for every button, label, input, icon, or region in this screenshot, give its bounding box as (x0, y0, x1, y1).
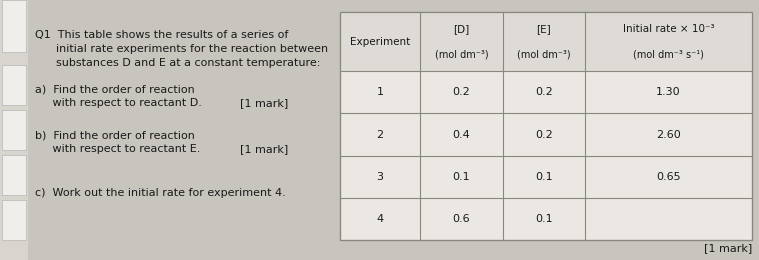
Bar (340, 12, 752, 71)
Text: b)  Find the order of reaction: b) Find the order of reaction (35, 130, 195, 140)
Text: 0.1: 0.1 (535, 214, 553, 224)
Text: 2: 2 (376, 129, 384, 140)
Text: (mol dm⁻³ s⁻¹): (mol dm⁻³ s⁻¹) (633, 50, 704, 60)
Text: [E]: [E] (537, 24, 551, 34)
Text: 0.1: 0.1 (535, 172, 553, 182)
Text: 1.30: 1.30 (657, 87, 681, 98)
Bar (0, 0, 28, 260)
Bar (340, 12, 752, 240)
Bar (2, 0, 26, 52)
Text: [D]: [D] (453, 24, 470, 34)
Text: Experiment: Experiment (350, 37, 411, 47)
Text: 0.1: 0.1 (452, 172, 471, 182)
Text: a)  Find the order of reaction: a) Find the order of reaction (35, 84, 195, 94)
Text: [1 mark]: [1 mark] (240, 144, 288, 154)
Bar (340, 12, 752, 240)
Text: 0.4: 0.4 (452, 129, 471, 140)
Text: 3: 3 (376, 172, 383, 182)
Text: (mol dm⁻³): (mol dm⁻³) (435, 50, 488, 60)
Bar (2, 155, 26, 195)
Text: Initial rate × 10⁻³: Initial rate × 10⁻³ (622, 24, 714, 34)
Text: with respect to reactant D.: with respect to reactant D. (35, 98, 202, 108)
Text: substances D and E at a constant temperature:: substances D and E at a constant tempera… (35, 58, 320, 68)
Bar (2, 200, 26, 240)
Text: 0.2: 0.2 (452, 87, 471, 98)
Text: 0.2: 0.2 (535, 129, 553, 140)
Text: 4: 4 (376, 214, 384, 224)
Text: 0.2: 0.2 (535, 87, 553, 98)
Bar (2, 65, 26, 105)
Text: (mol dm⁻³): (mol dm⁻³) (517, 50, 571, 60)
Bar (2, 110, 26, 150)
Text: 2.60: 2.60 (657, 129, 681, 140)
Text: 1: 1 (376, 87, 383, 98)
Text: with respect to reactant E.: with respect to reactant E. (35, 144, 200, 154)
Text: Q1  This table shows the results of a series of: Q1 This table shows the results of a ser… (35, 30, 288, 40)
Text: [1 mark]: [1 mark] (704, 243, 752, 253)
Text: [1 mark]: [1 mark] (240, 98, 288, 108)
Text: 0.65: 0.65 (657, 172, 681, 182)
Text: 0.6: 0.6 (452, 214, 471, 224)
Text: c)  Work out the initial rate for experiment 4.: c) Work out the initial rate for experim… (35, 188, 285, 198)
Text: initial rate experiments for the reaction between: initial rate experiments for the reactio… (35, 44, 328, 54)
